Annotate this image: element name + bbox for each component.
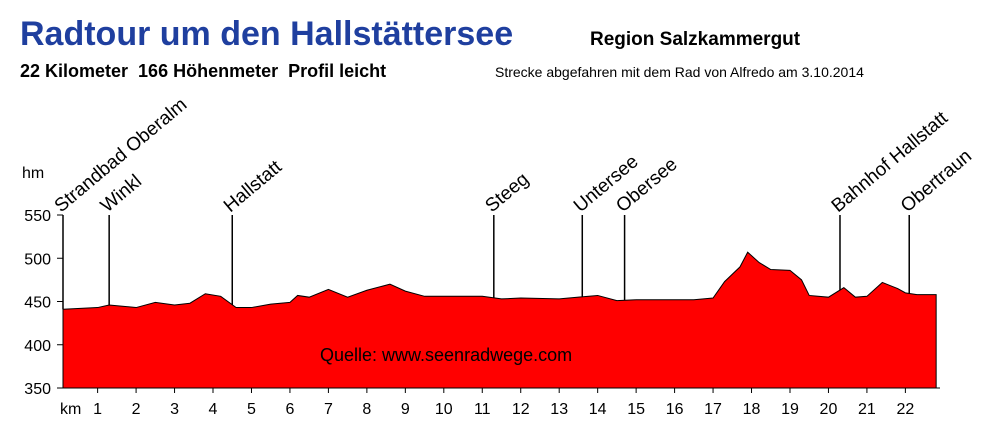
x-tick-label: 2 (132, 401, 141, 418)
x-tick-label: 19 (781, 401, 799, 418)
waypoint-label: Hallstatt (220, 156, 287, 217)
note: Strecke abgefahren mit dem Rad von Alfre… (495, 64, 864, 80)
chart-title: Radtour um den Hallstättersee (20, 15, 513, 53)
y-tick-label: 400 (24, 338, 51, 355)
x-tick-label: 15 (627, 401, 645, 418)
y-axis-label: hm (22, 165, 44, 182)
y-tick-label: 550 (24, 208, 51, 225)
elevation-area (62, 251, 937, 389)
y-tick-label: 500 (24, 251, 51, 268)
x-tick-label: 1 (93, 401, 102, 418)
x-tick-label: 7 (324, 401, 333, 418)
stats: 22 Kilometer 166 Höhenmeter Profil leich… (20, 61, 386, 81)
x-tick-label: 21 (858, 401, 876, 418)
x-tick-label: 12 (512, 401, 530, 418)
x-tick-label: 11 (474, 401, 491, 418)
x-tick-label: 17 (704, 401, 722, 418)
y-tick-label: 350 (24, 381, 51, 398)
x-tick-label: 20 (820, 401, 838, 418)
waypoint-label: Bahnhof Hallstatt (828, 107, 953, 217)
x-tick-label: 4 (209, 401, 218, 418)
x-tick-label: 5 (247, 401, 256, 418)
x-tick-label: 8 (362, 401, 371, 418)
source: Quelle: www.seenradwege.com (320, 345, 572, 365)
x-tick-label: 18 (743, 401, 761, 418)
subtitle: Region Salzkammergut (590, 29, 801, 50)
x-tick-label: 6 (285, 401, 294, 418)
x-tick-label: 10 (435, 401, 453, 418)
x-tick-label: 16 (666, 401, 684, 418)
x-tick-label: 3 (170, 401, 179, 418)
x-tick-label: 9 (401, 401, 410, 418)
x-axis-label: km (60, 401, 81, 418)
y-tick-label: 450 (24, 295, 51, 312)
waypoint-label: Steeg (482, 169, 534, 217)
x-tick-label: 22 (896, 401, 914, 418)
x-tick-label: 14 (589, 401, 607, 418)
x-tick-label: 13 (550, 401, 568, 418)
